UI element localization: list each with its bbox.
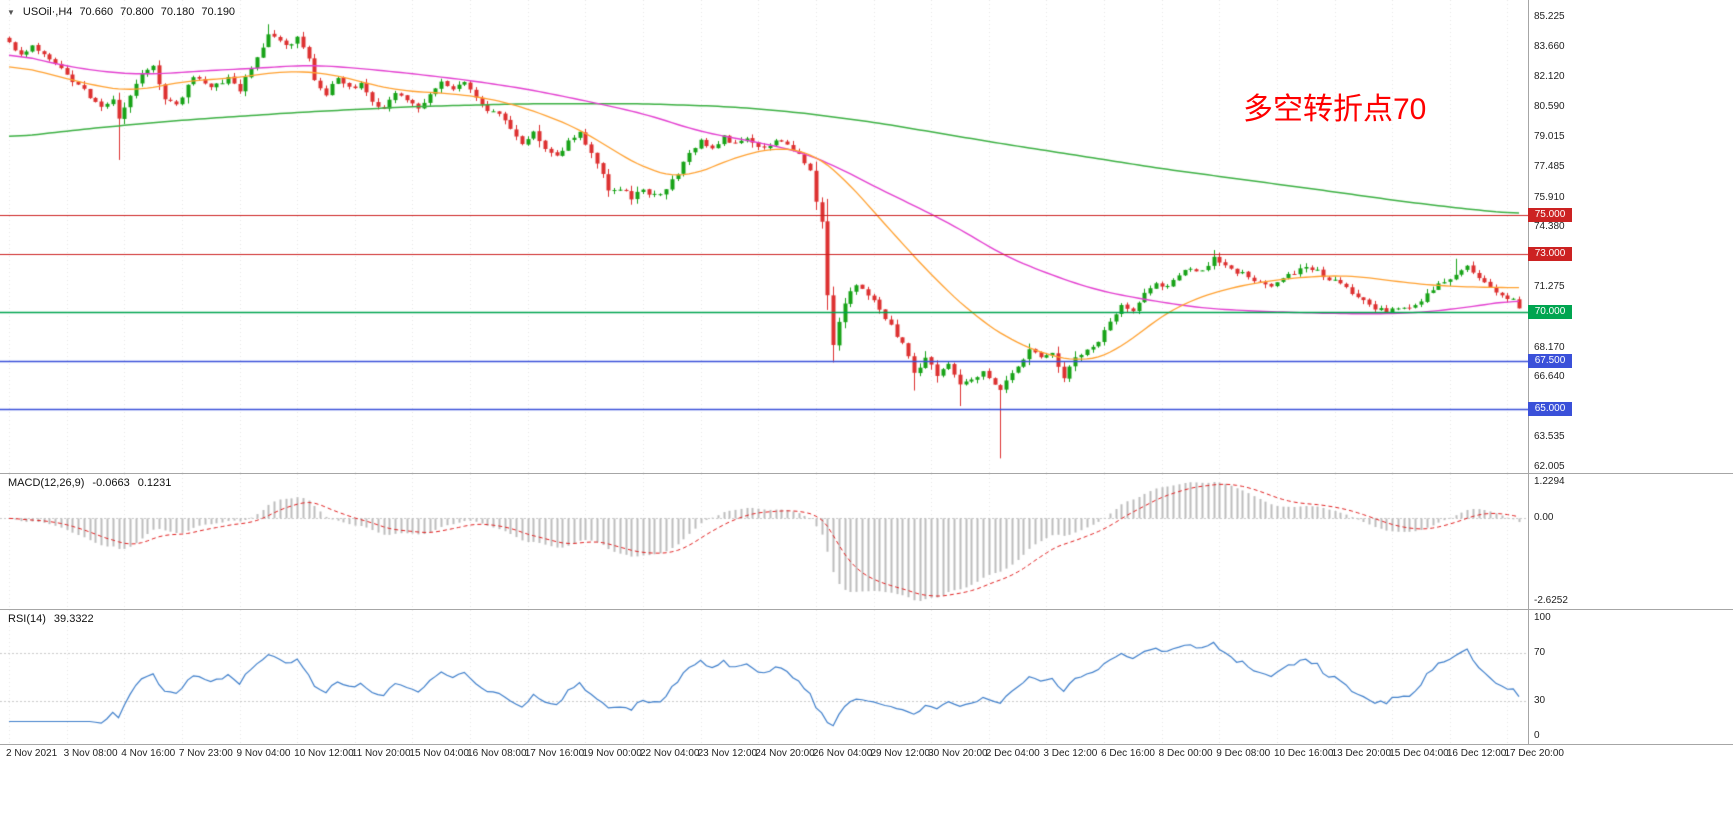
price-chart-canvas[interactable] [0, 0, 1528, 473]
time-axis-label: 3 Nov 08:00 [63, 748, 118, 759]
time-axis-label: 23 Nov 12:00 [697, 748, 758, 759]
symbol-timeframe-label: USOil·,H4 [22, 6, 73, 18]
time-axis-label: 8 Dec 00:00 [1158, 748, 1213, 759]
time-axis-label: 24 Nov 20:00 [755, 748, 815, 759]
time-axis-label: 11 Nov 20:00 [351, 748, 411, 759]
time-axis-label: 29 Nov 12:00 [870, 748, 931, 759]
ohlc-high-value: 70.800 [120, 6, 154, 18]
time-axis-label: 22 Nov 04:00 [639, 748, 700, 759]
price-axis-tick: 82.120 [1534, 71, 1565, 83]
time-axis-label: 16 Dec 12:00 [1446, 748, 1507, 759]
price-axis-tick: 71.275 [1534, 281, 1565, 293]
time-axis-label: 17 Dec 20:00 [1504, 748, 1564, 759]
panel-separator[interactable] [0, 473, 1733, 474]
macd-signal-value: 0.1231 [137, 477, 172, 489]
price-axis-tick: 66.640 [1534, 371, 1565, 383]
price-axis-tick: 83.660 [1534, 41, 1565, 53]
rsi-axis-tick: 0 [1534, 730, 1540, 741]
price-axis-tick: 74.380 [1534, 221, 1565, 233]
time-axis-label: 4 Nov 16:00 [121, 748, 176, 759]
price-axis[interactable]: 85.225 83.660 82.120 80.590 79.015 77.485 75.9… [1528, 0, 1733, 745]
rsi-label: RSI(14) 39.3322 [8, 613, 94, 625]
ohlc-close-value: 70.190 [201, 6, 236, 18]
time-axis-label: 15 Dec 04:00 [1389, 748, 1449, 759]
price-axis-tick: 79.015 [1534, 131, 1565, 143]
panel-separator [0, 744, 1733, 745]
hline-price-marker: 73.000 [1528, 246, 1572, 261]
price-axis-tick: 68.170 [1534, 341, 1565, 353]
rsi-axis-tick: 70 [1534, 647, 1546, 659]
axis-separator [1528, 0, 1529, 745]
symbol-info: ▼ USOil·,H4 70.660 70.800 70.180 70.190 [7, 6, 235, 18]
time-axis-label: 6 Dec 16:00 [1101, 748, 1155, 759]
price-axis-tick: 62.005 [1534, 461, 1565, 472]
chart-dropdown-icon[interactable]: ▼ [7, 7, 15, 17]
time-axis-label: 17 Nov 16:00 [524, 748, 585, 759]
hline-price-marker: 65.000 [1528, 401, 1572, 416]
rsi-axis-tick: 30 [1534, 694, 1546, 706]
time-axis-label: 2 Nov 2021 [6, 748, 58, 759]
rsi-name: RSI(14) [8, 613, 46, 625]
macd-name: MACD(12,26,9) [8, 477, 85, 489]
time-axis-label: 3 Dec 12:00 [1043, 748, 1098, 759]
hline-price-marker: 67.500 [1528, 353, 1572, 368]
ohlc-open-value: 70.660 [79, 6, 114, 18]
time-axis-label: 9 Dec 08:00 [1216, 748, 1271, 759]
time-axis-label: 10 Dec 16:00 [1273, 748, 1334, 759]
macd-axis-tick: -2.6252 [1534, 595, 1568, 606]
time-axis-label: 19 Nov 00:00 [582, 748, 642, 759]
time-axis-label: 26 Nov 04:00 [812, 748, 873, 759]
hline-price-marker: 75.000 [1528, 208, 1572, 223]
time-axis[interactable]: 2 Nov 2021 3 Nov 08:00 4 Nov 16:00 7 Nov 23… [0, 746, 1733, 762]
time-axis-label: 15 Nov 04:00 [409, 748, 469, 759]
price-axis-tick: 77.485 [1534, 161, 1565, 172]
price-axis-tick: 75.910 [1534, 191, 1565, 203]
price-axis-tick: 85.225 [1534, 11, 1565, 22]
ohlc-low-value: 70.180 [160, 6, 195, 18]
rsi-value: 39.3322 [53, 613, 94, 625]
macd-axis-tick: 1.2294 [1534, 476, 1565, 487]
hline-price-marker: 70.000 [1528, 305, 1572, 320]
time-axis-label: 9 Nov 04:00 [236, 748, 291, 759]
time-axis-label: 2 Dec 04:00 [985, 748, 1040, 759]
price-axis-tick: 63.535 [1534, 431, 1565, 443]
annotation-text: 多空转折点70 [1243, 93, 1427, 126]
time-axis-label: 10 Nov 12:00 [294, 748, 354, 759]
rsi-indicator-canvas[interactable] [0, 610, 1528, 744]
price-axis-tick: 80.590 [1534, 100, 1565, 112]
macd-indicator-canvas[interactable] [0, 474, 1528, 609]
time-axis-label: 13 Dec 20:00 [1331, 748, 1392, 759]
panel-separator[interactable] [0, 609, 1733, 610]
time-axis-label: 30 Nov 20:00 [928, 748, 988, 759]
rsi-axis-tick: 100 [1534, 612, 1551, 623]
time-axis-label: 16 Nov 08:00 [467, 748, 527, 759]
macd-axis-tick: 0.00 [1534, 512, 1554, 524]
time-axis-label: 7 Nov 23:00 [178, 748, 233, 759]
macd-main-value: -0.0663 [92, 477, 130, 489]
macd-label: MACD(12,26,9) -0.0663 0.1231 [8, 477, 171, 489]
